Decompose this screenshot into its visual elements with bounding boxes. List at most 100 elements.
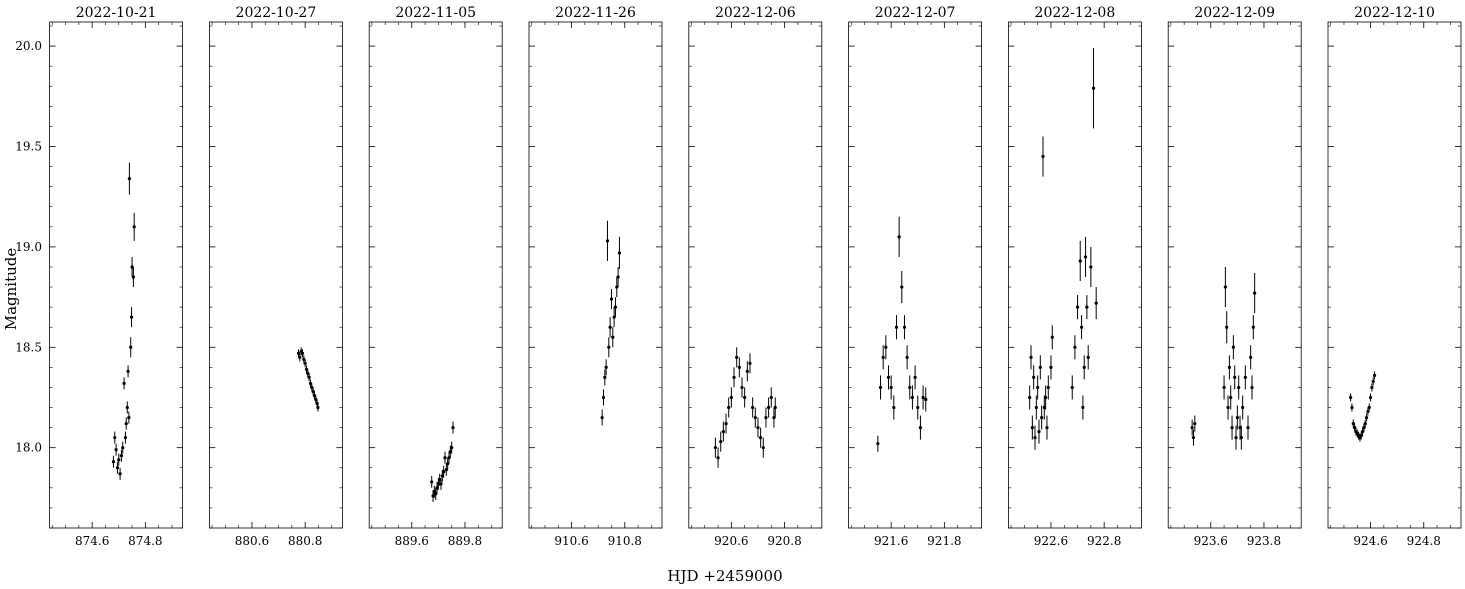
data-point xyxy=(1190,426,1194,430)
data-point xyxy=(1044,395,1048,400)
data-point xyxy=(764,415,768,420)
data-point xyxy=(121,446,125,450)
data-point xyxy=(1089,265,1093,269)
data-point xyxy=(913,375,917,380)
panel-2022-12-08: 2022-12-08 922.6 922.8 xyxy=(1008,5,1142,548)
data-point xyxy=(743,395,747,400)
data-point xyxy=(1253,291,1257,295)
data-point xyxy=(1036,385,1040,390)
data-point xyxy=(902,325,907,329)
data-point xyxy=(436,482,440,486)
panel-frame xyxy=(1008,21,1142,529)
data-point xyxy=(1091,86,1096,90)
y-tick-label: 19.5 xyxy=(15,139,42,153)
data-point xyxy=(1222,385,1226,390)
panel-2022-10-21: 2022-10-21 874.6 874.8 xyxy=(49,5,183,548)
data-point xyxy=(312,393,317,398)
data-point xyxy=(735,355,739,359)
data-point xyxy=(314,397,318,402)
data-point xyxy=(1079,325,1084,329)
data-point xyxy=(900,285,904,289)
data-point xyxy=(745,369,749,373)
data-point xyxy=(302,357,306,361)
data-point xyxy=(910,395,915,400)
data-point xyxy=(310,385,314,390)
data-point xyxy=(114,448,118,452)
data-point xyxy=(611,335,615,339)
data-point xyxy=(1073,345,1077,349)
x-tick-label: 923.8 xyxy=(1247,534,1281,548)
x-tick-label: 889.8 xyxy=(448,534,482,548)
panel-frame xyxy=(49,21,183,529)
data-point xyxy=(1038,365,1042,369)
data-point xyxy=(306,371,310,375)
data-point xyxy=(1030,426,1034,430)
x-tick-label: 924.8 xyxy=(1407,534,1441,548)
y-tick-label: 20.0 xyxy=(15,39,42,53)
panel-title: 2022-12-07 xyxy=(875,5,956,21)
data-point xyxy=(1243,375,1247,380)
panel-title: 2022-11-26 xyxy=(555,5,636,21)
data-point xyxy=(435,486,439,490)
data-point xyxy=(1366,409,1370,414)
data-point xyxy=(600,415,604,420)
data-point xyxy=(1370,385,1374,390)
data-point xyxy=(916,405,920,410)
data-point xyxy=(1363,421,1367,426)
panel-frame xyxy=(1167,21,1302,529)
data-point xyxy=(130,265,134,269)
x-tick-label: 920.8 xyxy=(767,534,801,548)
data-point xyxy=(1083,255,1088,259)
data-point xyxy=(439,482,443,486)
data-point xyxy=(881,355,885,359)
data-point xyxy=(307,375,311,380)
data-point xyxy=(732,375,736,380)
panel-title: 2022-12-09 xyxy=(1194,5,1275,21)
data-point xyxy=(1235,415,1239,420)
data-point xyxy=(430,480,434,484)
data-point xyxy=(612,315,616,319)
data-point xyxy=(1070,385,1074,390)
data-point xyxy=(1238,426,1242,430)
data-point xyxy=(753,415,757,420)
data-point xyxy=(1082,365,1086,369)
x-tick-label: 910.8 xyxy=(608,534,642,548)
x-tick-label: 920.6 xyxy=(714,534,748,548)
data-point xyxy=(772,415,776,420)
data-point xyxy=(608,325,612,329)
data-point xyxy=(1227,365,1231,369)
data-point xyxy=(300,351,305,355)
data-point xyxy=(442,470,446,474)
data-point xyxy=(748,361,752,365)
panel-2022-12-07: 2022-12-07 921.6 921.8 xyxy=(848,5,982,548)
data-point xyxy=(1028,395,1032,400)
data-point xyxy=(1362,426,1366,430)
data-point xyxy=(921,395,925,400)
panel-frame xyxy=(368,21,503,529)
data-point xyxy=(719,440,723,444)
y-tick-label: 19.0 xyxy=(15,240,42,254)
data-point xyxy=(127,415,131,420)
data-point xyxy=(440,474,444,478)
data-point xyxy=(1359,434,1363,438)
data-point xyxy=(127,177,131,181)
data-point xyxy=(1086,355,1090,359)
data-point xyxy=(924,397,928,402)
data-point xyxy=(1246,426,1250,430)
data-point xyxy=(889,385,893,390)
data-point xyxy=(607,345,611,349)
data-point xyxy=(1223,285,1227,289)
x-tick-label: 923.6 xyxy=(1194,534,1228,548)
data-point xyxy=(1251,325,1255,329)
data-point xyxy=(1226,405,1230,410)
data-point xyxy=(751,405,755,410)
y-axis-label: Magnitude xyxy=(2,248,20,331)
data-point xyxy=(908,385,912,390)
data-point xyxy=(308,381,313,386)
data-point xyxy=(886,375,891,380)
data-point xyxy=(1041,154,1045,159)
y-tick-labels: 18.0 18.5 19.0 19.5 20.0 xyxy=(15,39,42,455)
data-point xyxy=(1193,421,1197,426)
y-tick-label: 18.5 xyxy=(15,340,42,354)
